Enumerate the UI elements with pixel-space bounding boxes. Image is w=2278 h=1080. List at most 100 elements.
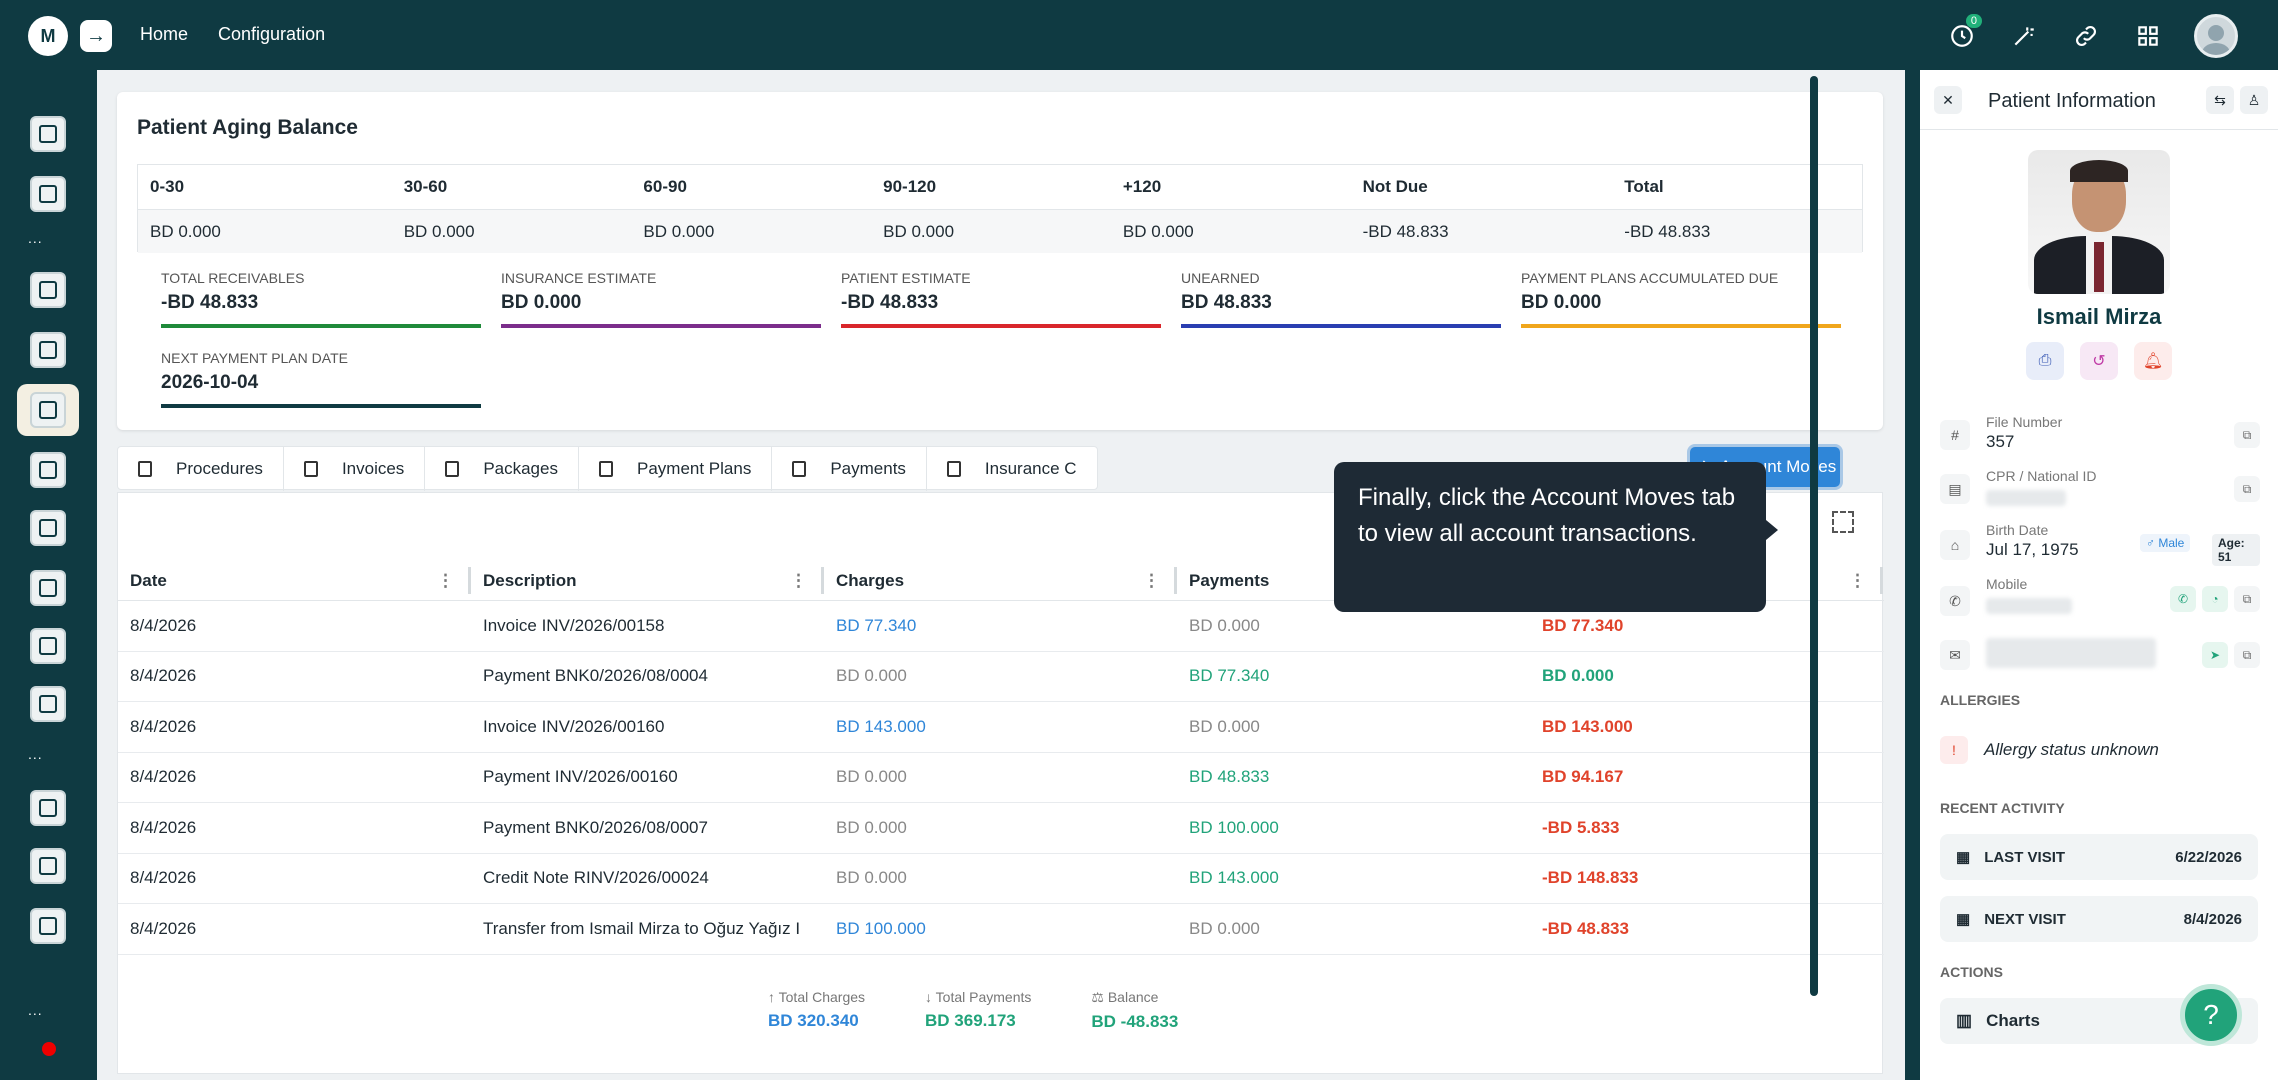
table-row[interactable]: 8/4/2026 Invoice INV/2026/00160 BD 143.000… <box>118 702 1884 753</box>
aging-card: Patient Aging Balance 0-30 30-60 60-90 90-1… <box>117 92 1883 430</box>
table-row[interactable]: 8/4/2026 Transfer from Ismail Mirza to Oğ… <box>118 904 1884 955</box>
copy-icon[interactable]: ⧉ <box>2234 586 2260 612</box>
table-cell: BD 0.000 <box>836 868 907 888</box>
sidebar-item-8[interactable] <box>17 562 79 614</box>
tab-procedures[interactable]: Procedures <box>118 447 284 491</box>
copy-icon[interactable]: ⧉ <box>2234 422 2260 448</box>
aging-header: 60-90 <box>643 177 687 196</box>
user-settings-icon <box>30 790 66 826</box>
sidebar-item-billing[interactable] <box>17 384 79 436</box>
metric-value: 2026-10-04 <box>161 372 259 393</box>
history-button-patient[interactable]: ↺ <box>2080 342 2118 380</box>
next-visit-item[interactable]: ▦ NEXT VISIT 8/4/2026 <box>1940 896 2258 942</box>
allergy-status-text: Allergy status unknown <box>1984 740 2159 759</box>
user-avatar[interactable] <box>2194 14 2238 58</box>
nav-home[interactable]: Home <box>140 24 189 44</box>
metric-value: BD 0.000 <box>1521 292 1602 313</box>
fullscreen-icon[interactable] <box>1832 511 1854 533</box>
table-cell: BD 0.000 <box>1189 918 1260 938</box>
total-charges-value: BD 320.340 <box>768 1011 859 1030</box>
metric-bar <box>501 324 821 328</box>
send-icon[interactable]: ➤ <box>2202 642 2228 668</box>
sidebar-item-11[interactable] <box>17 782 79 834</box>
swap-patient-icon[interactable]: ⇆ <box>2206 86 2234 114</box>
gender-badge: ♂ Male <box>2140 534 2191 552</box>
aging-header: Total <box>1624 177 1664 196</box>
aging-value: BD 0.000 <box>883 221 955 241</box>
help-button[interactable]: ? <box>2180 984 2242 1046</box>
allergies-heading: ALLERGIES <box>1940 692 2021 708</box>
sidebar-item-4[interactable] <box>17 324 79 376</box>
sidebar-item-10[interactable] <box>17 678 79 730</box>
calendar-check-icon: ▦ <box>1956 849 1971 866</box>
tab-packages[interactable]: Packages <box>425 447 579 491</box>
column-title: Payments <box>1189 570 1270 590</box>
link-button[interactable] <box>2070 20 2102 52</box>
copy-icon[interactable]: ⧉ <box>2234 476 2260 502</box>
column-menu-icon[interactable]: ⋮ <box>1849 570 1866 590</box>
table-row[interactable]: 8/4/2026 Payment BNK0/2026/08/0004 BD 0.00… <box>118 652 1884 702</box>
table-row[interactable]: 8/4/2026 Payment BNK0/2026/08/0007 BD 0.00… <box>118 803 1884 854</box>
table-cell: 8/4/2026 <box>130 666 197 686</box>
tab-invoices[interactable]: Invoices <box>284 447 426 491</box>
magic-wand-button[interactable] <box>2008 20 2040 52</box>
sidebar-item-6[interactable] <box>17 444 79 496</box>
sidebar-toggle-button[interactable]: → <box>80 20 112 52</box>
copy-icon[interactable]: ⧉ <box>2234 642 2260 668</box>
total-payments-label: Total Payments <box>935 989 1032 1005</box>
sidebar-item-1[interactable] <box>17 108 79 160</box>
aging-header: +120 <box>1122 177 1162 196</box>
column-menu-icon[interactable]: ⋮ <box>1143 570 1160 590</box>
mail-icon <box>30 628 66 664</box>
file-number-label: File Number <box>1986 414 2063 430</box>
print-button[interactable]: ⎙ <box>2026 342 2064 380</box>
history-button[interactable]: 0 <box>1946 14 1982 52</box>
aging-value: BD 0.000 <box>403 221 475 241</box>
table-cell: Invoice INV/2026/00160 <box>483 716 665 736</box>
tab-insurance-c[interactable]: Insurance C <box>927 447 1097 491</box>
column-header[interactable]: Description ⋮ <box>471 567 824 594</box>
last-visit-item[interactable]: ▦ LAST VISIT 6/22/2026 <box>1940 834 2258 880</box>
sidebar-item-reports[interactable] <box>17 840 79 892</box>
main-scrollbar[interactable] <box>1810 76 1818 996</box>
patient-name: Ismail Mirza <box>2036 304 2162 329</box>
table-row[interactable]: 8/4/2026 Invoice INV/2026/00158 BD 77.340 B… <box>118 601 1884 652</box>
tab-payments[interactable]: Payments <box>772 447 927 491</box>
sidebar-item-7[interactable] <box>17 502 79 554</box>
metric: PAYMENT PLANS ACCUMULATED DUE BD 0.000 <box>1521 270 1841 328</box>
table-cell: BD 77.340 <box>836 615 917 635</box>
table-row[interactable]: 8/4/2026 Credit Note RINV/2026/00024 BD 0.… <box>118 854 1884 904</box>
tab-label: Procedures <box>176 459 263 478</box>
arrow-right-icon: → <box>86 24 106 47</box>
apps-button[interactable] <box>2132 20 2164 52</box>
column-header[interactable]: Date ⋮ <box>118 567 471 594</box>
table-row[interactable]: 8/4/2026 Payment INV/2026/00160 BD 0.000 BD… <box>118 753 1884 803</box>
cpr-value-redacted <box>1986 490 2066 506</box>
account-moves-table: Date ⋮ Description ⋮ Charges ⋮ Payments ⋮ Balanc… <box>117 492 1884 1074</box>
sidebar: ... ... ... <box>0 70 97 1080</box>
table-cell: -BD 48.833 <box>1542 918 1629 938</box>
table-cell: BD 100.000 <box>836 918 926 938</box>
close-panel-icon[interactable]: ✕ <box>1934 86 1962 114</box>
billing-icon <box>30 392 66 428</box>
patient-panel-title: Patient Information <box>1988 90 2156 112</box>
whatsapp-icon[interactable]: ◔ <box>2202 586 2228 612</box>
aging-header: Not Due <box>1362 177 1428 196</box>
tab-payment-plans[interactable]: Payment Plans <box>579 447 773 491</box>
column-menu-icon[interactable]: ⋮ <box>437 570 454 590</box>
call-icon[interactable]: ✆ <box>2170 586 2196 612</box>
nav-configuration[interactable]: Configuration <box>218 24 326 44</box>
column-header[interactable]: Charges ⋮ <box>824 567 1177 594</box>
table-cell: BD 0.000 <box>836 767 907 787</box>
insurance-icon <box>946 461 961 477</box>
sidebar-item-calendar[interactable] <box>17 264 79 316</box>
tab-bar: Procedures Invoices Packages Payment Plans P… <box>117 446 1098 491</box>
birth-label: Birth Date <box>1986 522 2049 538</box>
column-menu-icon[interactable]: ⋮ <box>790 570 807 590</box>
user-search-icon[interactable]: ♙ <box>2240 86 2268 114</box>
alert-button[interactable]: 🔔︎ <box>2134 342 2172 380</box>
sidebar-item-9[interactable] <box>17 620 79 672</box>
app-logo[interactable]: M <box>28 16 68 56</box>
sidebar-item-2[interactable] <box>17 168 79 220</box>
sidebar-item-13[interactable] <box>17 900 79 952</box>
